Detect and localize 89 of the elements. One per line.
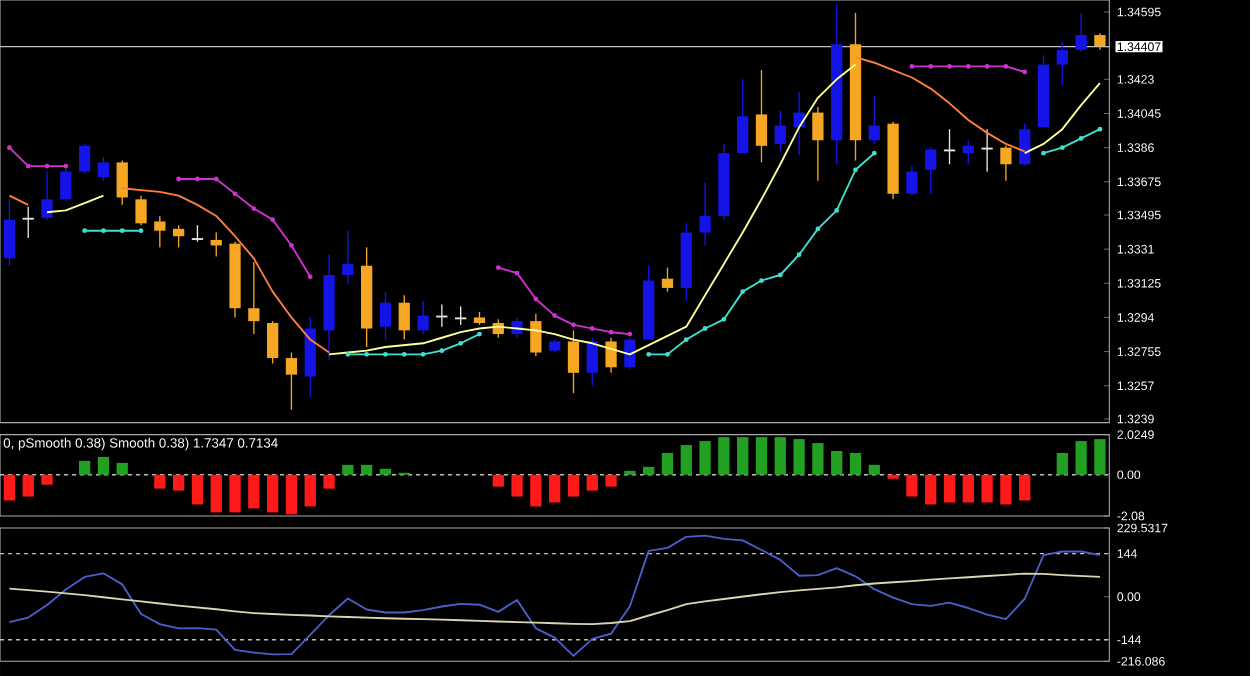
candlestick: [1000, 145, 1012, 182]
bar: [78, 460, 91, 475]
bar: [41, 474, 53, 485]
bar: [1075, 441, 1087, 475]
bar: [267, 474, 279, 513]
bar: [981, 474, 993, 503]
bar: [154, 474, 166, 489]
bar: [511, 474, 523, 497]
candlestick: [774, 110, 786, 153]
bar: [1094, 439, 1106, 475]
candlestick: [699, 182, 711, 247]
candlestick: [943, 128, 956, 165]
bar: [492, 474, 504, 487]
candlestick: [97, 156, 110, 182]
bar: [342, 464, 354, 475]
bar: [737, 437, 749, 475]
bar: [849, 452, 862, 475]
bar: [586, 474, 598, 491]
candlestick: [379, 290, 392, 341]
candlestick: [41, 170, 53, 221]
bar: [680, 445, 692, 475]
bar: [718, 437, 730, 475]
bar: [962, 474, 974, 503]
candlestick: [737, 78, 749, 154]
bar: [643, 466, 655, 475]
candlestick: [398, 294, 410, 341]
candlestick: [624, 337, 636, 370]
candlestick: [530, 313, 542, 357]
candlestick: [172, 224, 185, 248]
candlestick: [417, 300, 429, 335]
bar: [774, 437, 786, 475]
candlestick: [248, 261, 260, 335]
bar: [172, 474, 185, 491]
candlestick: [906, 165, 918, 197]
bar: [925, 474, 937, 505]
candlestick: [3, 198, 16, 267]
candlestick: [605, 337, 617, 374]
candlestick: [60, 165, 72, 202]
candlestick: [868, 95, 880, 145]
candlestick: [755, 69, 768, 164]
candlestick: [22, 206, 34, 239]
candlestick: [586, 337, 598, 387]
bar: [868, 464, 880, 475]
bar: [229, 474, 241, 513]
bar: [191, 474, 204, 505]
candlestick: [1056, 41, 1068, 86]
candlestick: [455, 305, 467, 326]
candlestick: [78, 143, 91, 175]
bar: [323, 474, 335, 489]
bar: [943, 474, 956, 503]
candlestick: [812, 106, 824, 182]
candlestick: [661, 266, 674, 293]
bar: [755, 437, 768, 475]
candlestick: [567, 329, 580, 394]
candlestick: [925, 146, 937, 195]
bar: [793, 439, 805, 475]
candlestick: [304, 316, 316, 398]
candlestick: [1075, 12, 1087, 53]
bar: [210, 474, 222, 513]
bar: [661, 452, 674, 475]
bar: [3, 474, 16, 501]
candlestick: [342, 230, 354, 285]
bar: [812, 443, 824, 475]
bar: [97, 456, 110, 475]
bar: [567, 474, 580, 497]
bar: [248, 474, 260, 509]
bar: [530, 474, 542, 507]
bar: [605, 474, 617, 487]
bar: [549, 474, 561, 503]
bar: [1056, 452, 1068, 475]
candlestick: [267, 320, 279, 365]
line-series: [8, 534, 1101, 657]
bar: [22, 474, 34, 497]
candlestick: [154, 215, 166, 248]
candlestick: [116, 159, 128, 206]
candlestick: [1019, 122, 1031, 167]
bar: [379, 468, 392, 475]
candlestick: [962, 139, 974, 165]
bar: [1019, 474, 1031, 501]
bar: [831, 450, 843, 475]
bar: [699, 441, 711, 475]
bar: [361, 464, 373, 475]
bar: [285, 474, 298, 515]
bar: [906, 474, 918, 497]
bar: [304, 474, 316, 507]
candlestick: [135, 194, 147, 226]
bar: [1000, 474, 1012, 505]
candlestick: [285, 351, 298, 411]
bar: [116, 462, 128, 475]
